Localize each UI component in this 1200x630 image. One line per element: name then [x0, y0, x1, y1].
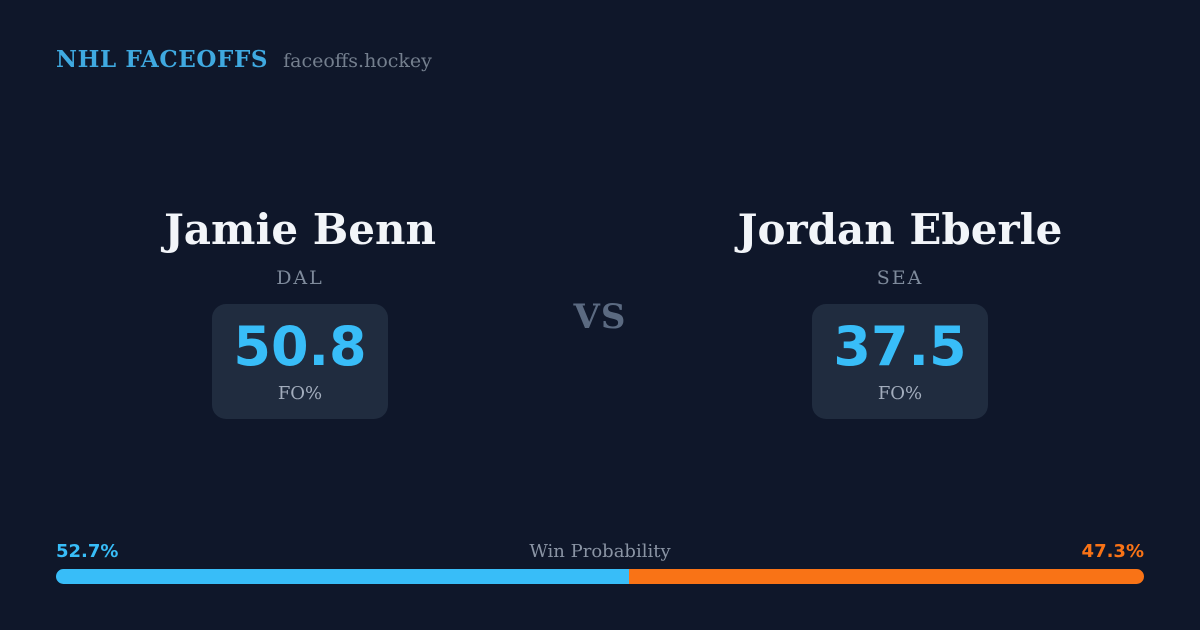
team-abbreviation: DAL — [276, 267, 324, 290]
win-probability-bar-right-segment — [629, 569, 1144, 584]
site-domain: faceoffs.hockey — [283, 50, 432, 72]
brand-title: NHL FACEOFFS — [56, 46, 269, 73]
vs-label: VS — [573, 297, 627, 337]
stat-card: 37.5 FO% — [812, 304, 988, 420]
player-card-right: Jordan Eberle SEA 37.5 FO% — [700, 205, 1100, 420]
faceoff-percentage-value: 37.5 — [833, 314, 967, 378]
faceoff-percentage-label: FO% — [277, 382, 323, 404]
win-probability-bar — [56, 569, 1144, 584]
player-name: Jordan Eberle — [737, 205, 1063, 254]
stat-card: 50.8 FO% — [212, 304, 388, 420]
team-abbreviation: SEA — [876, 267, 924, 290]
header: NHL FACEOFFS faceoffs.hockey — [56, 46, 432, 73]
player-name: Jamie Benn — [163, 205, 437, 254]
win-probability-title: Win Probability — [529, 541, 671, 562]
faceoff-percentage-label: FO% — [877, 382, 923, 404]
win-probability-right-value: 47.3% — [1081, 541, 1144, 562]
player-card-left: Jamie Benn DAL 50.8 FO% — [100, 205, 500, 420]
faceoff-percentage-value: 50.8 — [233, 314, 367, 378]
win-probability-labels: 52.7% Win Probability 47.3% — [56, 541, 1144, 565]
win-probability-bar-left-segment — [56, 569, 630, 584]
win-probability-left-value: 52.7% — [56, 541, 119, 562]
